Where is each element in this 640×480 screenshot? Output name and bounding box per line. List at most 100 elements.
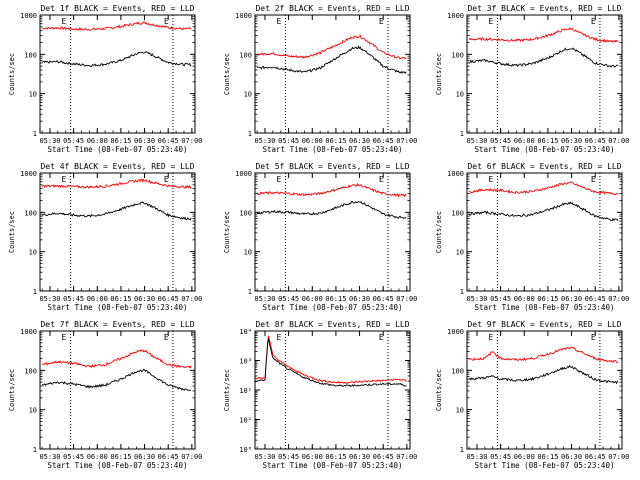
y-tick-label: 10 xyxy=(244,91,252,99)
x-tick-label: 06:15 xyxy=(110,137,131,145)
panel-title: Det 7f BLACK = Events, RED = LLD xyxy=(40,320,194,329)
event-marker-label: E xyxy=(164,17,169,26)
event-marker-label: E xyxy=(61,333,66,342)
y-axis-label: Counts/sec xyxy=(435,211,443,253)
y-tick-label: 10³ xyxy=(239,358,252,366)
x-tick-label: 05:45 xyxy=(63,295,84,303)
y-axis-label: Counts/sec xyxy=(223,53,231,95)
x-tick-label: 06:15 xyxy=(537,137,558,145)
series-line-lld xyxy=(256,34,407,60)
series-line-events xyxy=(255,338,407,387)
x-axis-label: Start Time (08-Feb-07 05:23:40) xyxy=(263,145,403,154)
panel-title: Det 6f BLACK = Events, RED = LLD xyxy=(467,162,621,171)
x-tick-label: 06:00 xyxy=(514,295,535,303)
plot-frame xyxy=(466,172,623,292)
y-tick-label: 100 xyxy=(24,367,37,375)
y-tick-label: 1 xyxy=(248,288,252,296)
x-tick-label: 06:30 xyxy=(561,137,582,145)
x-tick-label: 06:30 xyxy=(134,453,155,461)
y-tick-label: 1 xyxy=(33,130,37,138)
event-marker-label: E xyxy=(488,333,493,342)
series-line-lld xyxy=(469,346,619,364)
y-tick-label: 1000 xyxy=(20,170,37,178)
panel-7: Det 7f BLACK = Events, RED = LLD 1 10 100 10… xyxy=(8,320,202,470)
x-tick-label: 06:45 xyxy=(585,453,606,461)
x-tick-label: 06:30 xyxy=(349,453,370,461)
panel-title: Det 1f BLACK = Events, RED = LLD xyxy=(40,4,194,13)
y-tick-label: 100 xyxy=(239,209,252,217)
x-tick-label: 05:45 xyxy=(63,453,84,461)
series-line-events xyxy=(469,47,619,68)
x-tick-label: 05:45 xyxy=(278,295,299,303)
x-tick-label: 06:15 xyxy=(325,137,346,145)
series-line-lld xyxy=(42,349,192,369)
x-tick-label: 06:45 xyxy=(373,137,394,145)
x-tick-label: 06:15 xyxy=(325,453,346,461)
event-marker-label: E xyxy=(591,333,596,342)
x-axis-label: Start Time (08-Feb-07 05:23:40) xyxy=(48,145,188,154)
plot-frame xyxy=(254,172,411,292)
panel-title: Det 9f BLACK = Events, RED = LLD xyxy=(467,320,621,329)
x-tick-label: 05:30 xyxy=(39,453,60,461)
x-tick-label: 05:30 xyxy=(39,137,60,145)
y-tick-label: 100 xyxy=(239,51,252,59)
event-marker-label: E xyxy=(379,17,384,26)
y-axis-label: Counts/sec xyxy=(435,369,443,411)
y-tick-label: 100 xyxy=(24,51,37,59)
event-marker-label: E xyxy=(379,175,384,184)
x-tick-label: 07:00 xyxy=(181,453,202,461)
series-line-lld xyxy=(468,181,619,196)
x-tick-label: 05:45 xyxy=(278,453,299,461)
x-tick-label: 06:15 xyxy=(537,453,558,461)
y-tick-label: 1 xyxy=(248,130,252,138)
x-tick-label: 05:45 xyxy=(278,137,299,145)
x-tick-label: 06:30 xyxy=(349,295,370,303)
x-tick-label: 07:00 xyxy=(396,137,417,145)
series-line-events xyxy=(468,364,619,385)
y-axis-label: Counts/sec xyxy=(8,53,16,95)
x-tick-label: 06:30 xyxy=(134,295,155,303)
x-tick-label: 05:45 xyxy=(490,137,511,145)
y-axis-label: Counts/sec xyxy=(223,211,231,253)
panel-2: Det 2f BLACK = Events, RED = LLD 1 10 100 10… xyxy=(223,4,417,154)
plot-frame xyxy=(39,14,196,134)
y-tick-label: 10 xyxy=(29,91,37,99)
y-tick-label: 1 xyxy=(460,288,464,296)
x-tick-label: 06:15 xyxy=(110,295,131,303)
x-tick-label: 06:00 xyxy=(514,453,535,461)
x-tick-label: 06:45 xyxy=(585,295,606,303)
x-tick-label: 05:30 xyxy=(254,295,275,303)
panel-6: Det 6f BLACK = Events, RED = LLD 1 10 100 10… xyxy=(435,162,629,312)
y-tick-label: 1000 xyxy=(447,328,464,336)
x-axis-label: Start Time (08-Feb-07 05:23:40) xyxy=(48,303,188,312)
x-tick-label: 07:00 xyxy=(396,453,417,461)
series-line-lld xyxy=(256,182,407,198)
plot-frame xyxy=(466,14,623,134)
x-tick-label: 06:45 xyxy=(158,137,179,145)
x-tick-label: 06:30 xyxy=(561,453,582,461)
panel-8: Det 8f BLACK = Events, RED = LLD 10⁰ 10¹ 10… xyxy=(223,320,417,470)
y-tick-label: 100 xyxy=(451,209,464,217)
y-tick-label: 10 xyxy=(456,407,464,415)
event-marker-label: E xyxy=(276,17,281,26)
panel-title: Det 3f BLACK = Events, RED = LLD xyxy=(467,4,621,13)
y-tick-label: 1000 xyxy=(235,170,252,178)
y-tick-label: 10⁰ xyxy=(239,446,252,454)
plot-frame xyxy=(39,172,196,292)
series-line-lld xyxy=(41,178,192,190)
x-tick-label: 06:30 xyxy=(134,137,155,145)
y-tick-label: 1000 xyxy=(20,328,37,336)
x-tick-label: 06:45 xyxy=(158,453,179,461)
x-tick-label: 07:00 xyxy=(608,453,629,461)
x-axis-label: Start Time (08-Feb-07 05:23:40) xyxy=(475,145,615,154)
series-line-events xyxy=(468,201,619,222)
x-tick-label: 05:45 xyxy=(490,453,511,461)
event-marker-label: E xyxy=(164,175,169,184)
y-tick-label: 1 xyxy=(460,446,464,454)
x-tick-label: 06:00 xyxy=(302,295,323,303)
event-marker-label: E xyxy=(164,333,169,342)
y-tick-label: 10 xyxy=(244,249,252,257)
x-tick-label: 05:30 xyxy=(466,295,487,303)
x-tick-label: 07:00 xyxy=(608,295,629,303)
